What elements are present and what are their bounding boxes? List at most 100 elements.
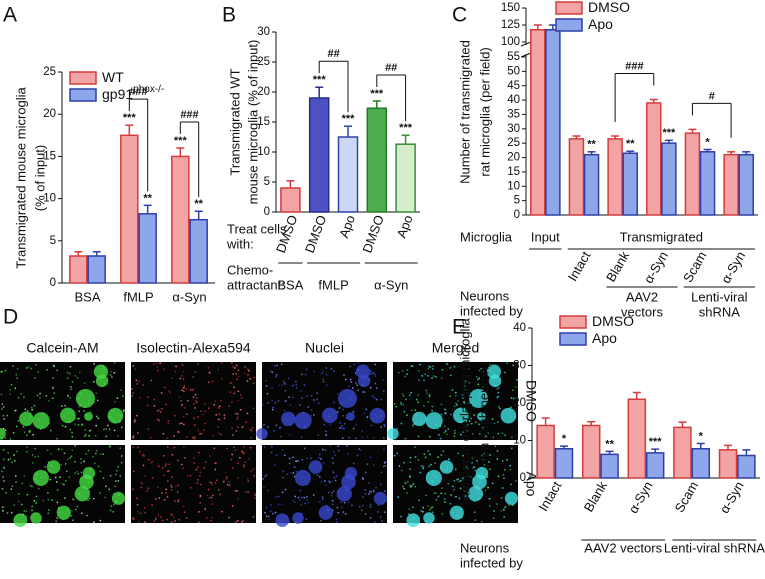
speckle bbox=[277, 400, 280, 402]
speckle bbox=[306, 395, 308, 397]
speckle bbox=[441, 513, 444, 515]
speckle bbox=[366, 436, 368, 438]
speckle bbox=[1, 470, 3, 473]
speckle bbox=[477, 383, 479, 386]
speckle bbox=[428, 394, 431, 396]
speckle bbox=[132, 436, 134, 439]
speckle bbox=[510, 468, 512, 471]
speckle bbox=[239, 457, 241, 459]
bar bbox=[171, 155, 190, 284]
bracket-label: # bbox=[709, 90, 715, 102]
speckle bbox=[362, 391, 364, 393]
speckle bbox=[336, 411, 339, 413]
speckle bbox=[218, 432, 220, 435]
speckle bbox=[274, 402, 277, 404]
speckle bbox=[45, 395, 48, 397]
speckle bbox=[457, 400, 459, 402]
y-tick-label: 50 bbox=[507, 65, 520, 77]
cell bbox=[56, 505, 71, 520]
speckle bbox=[274, 511, 277, 514]
column-label: Calcein-AM bbox=[26, 340, 98, 356]
speckle bbox=[480, 367, 482, 370]
speckle bbox=[481, 454, 483, 457]
speckle bbox=[506, 459, 508, 461]
speckle bbox=[151, 477, 154, 479]
speckle bbox=[428, 365, 430, 368]
speckle bbox=[237, 498, 239, 500]
speckle bbox=[471, 457, 474, 459]
speckle bbox=[150, 379, 153, 382]
speckle bbox=[158, 409, 160, 412]
speckle bbox=[341, 427, 344, 430]
speckle bbox=[265, 515, 268, 518]
speckle bbox=[345, 378, 347, 381]
speckle bbox=[85, 433, 87, 436]
speckle bbox=[83, 382, 86, 384]
speckle bbox=[207, 381, 210, 384]
cell bbox=[84, 412, 93, 421]
speckle bbox=[333, 476, 336, 479]
speckle bbox=[213, 403, 215, 406]
speckle bbox=[421, 375, 423, 377]
speckle bbox=[69, 372, 71, 375]
speckle bbox=[461, 394, 464, 396]
speckle bbox=[290, 472, 292, 474]
speckle bbox=[88, 430, 91, 432]
y-tick-label: 25 bbox=[507, 137, 520, 149]
speckle bbox=[57, 448, 60, 451]
speckle bbox=[334, 479, 337, 482]
speckle bbox=[417, 370, 420, 372]
speckle bbox=[171, 453, 174, 456]
speckle bbox=[135, 379, 138, 382]
speckle bbox=[217, 426, 219, 428]
speckle bbox=[288, 520, 291, 523]
speckle bbox=[502, 508, 505, 511]
speckle bbox=[321, 372, 323, 375]
bar bbox=[699, 151, 716, 216]
speckle bbox=[424, 456, 427, 459]
speckle bbox=[15, 481, 17, 483]
speckle bbox=[197, 479, 199, 481]
speckle bbox=[24, 408, 27, 410]
speckle bbox=[74, 445, 76, 447]
speckle bbox=[120, 461, 123, 464]
speckle bbox=[271, 445, 273, 448]
speckle bbox=[192, 389, 194, 391]
speckle bbox=[372, 437, 375, 439]
speckle bbox=[78, 410, 80, 413]
speckle bbox=[184, 457, 186, 459]
speckle bbox=[463, 490, 466, 492]
speckle bbox=[244, 366, 246, 368]
speckle bbox=[407, 481, 409, 483]
speckle bbox=[218, 418, 220, 421]
speckle bbox=[342, 414, 345, 417]
x-tick-label: α-Syn bbox=[172, 289, 206, 304]
speckle bbox=[2, 476, 4, 478]
speckle bbox=[63, 483, 65, 486]
speckle bbox=[402, 395, 405, 397]
speckle bbox=[483, 464, 486, 466]
speckle bbox=[211, 494, 214, 497]
y-tick-label: 0 bbox=[520, 472, 526, 484]
speckle bbox=[384, 490, 386, 492]
speckle bbox=[331, 503, 334, 506]
speckle bbox=[464, 380, 467, 382]
speckle bbox=[113, 429, 116, 432]
speckle bbox=[373, 491, 375, 493]
y-tick-label: 125 bbox=[501, 19, 520, 31]
speckle bbox=[331, 492, 333, 494]
speckle bbox=[9, 457, 11, 460]
speckle bbox=[321, 498, 324, 500]
speckle bbox=[70, 515, 72, 517]
speckle bbox=[408, 513, 410, 515]
speckle bbox=[484, 489, 487, 492]
speckle bbox=[89, 411, 92, 413]
speckle bbox=[157, 465, 160, 467]
speckle bbox=[17, 396, 20, 399]
speckle bbox=[81, 512, 83, 515]
speckle bbox=[279, 427, 281, 429]
speckle bbox=[453, 405, 456, 407]
speckle bbox=[138, 380, 140, 383]
speckle bbox=[16, 450, 18, 453]
group-label: AAV2 bbox=[626, 289, 658, 304]
